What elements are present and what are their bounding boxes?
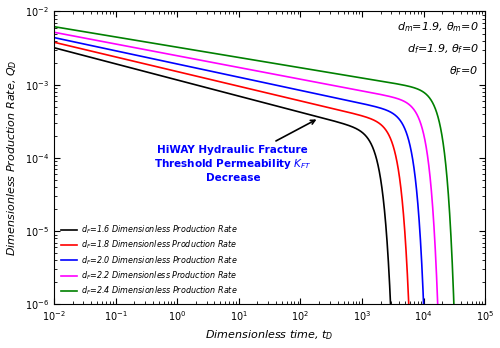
$d_F$=2.4 Dimensionless Production Rate xyxy=(126,37,132,41)
$d_F$=2.4 Dimensionless Production Rate xyxy=(100,33,106,37)
Text: $d_m$=1.9, $\theta_m$=0
$d_f$=1.9, $\theta_f$=0
$\theta_F$=0: $d_m$=1.9, $\theta_m$=0 $d_f$=1.9, $\the… xyxy=(398,20,479,78)
$d_F$=2.2 Dimensionless Production Rate xyxy=(126,45,132,49)
$d_F$=1.6 Dimensionless Production Rate xyxy=(51,46,57,50)
$d_F$=2.2 Dimensionless Production Rate xyxy=(235,65,241,69)
$d_F$=2.2 Dimensionless Production Rate xyxy=(428,178,434,182)
$d_F$=1.6 Dimensionless Production Rate xyxy=(235,94,241,98)
$d_F$=2.4 Dimensionless Production Rate xyxy=(51,25,57,29)
X-axis label: Dimensionless time, $t_D$: Dimensionless time, $t_D$ xyxy=(206,329,334,342)
$d_F$=2.2 Dimensionless Production Rate xyxy=(51,30,57,34)
$d_F$=2.0 Dimensionless Production Rate xyxy=(216,71,222,75)
Line: $d_F$=1.6 Dimensionless Production Rate: $d_F$=1.6 Dimensionless Production Rate xyxy=(54,48,486,348)
$d_F$=2.4 Dimensionless Production Rate xyxy=(216,52,222,56)
$d_F$=1.8 Dimensionless Production Rate xyxy=(126,58,132,62)
$d_F$=2.2 Dimensionless Production Rate xyxy=(100,40,106,44)
$d_F$=1.6 Dimensionless Production Rate xyxy=(100,58,106,63)
Line: $d_F$=2.4 Dimensionless Production Rate: $d_F$=2.4 Dimensionless Production Rate xyxy=(54,27,486,348)
$d_F$=2.2 Dimensionless Production Rate xyxy=(216,62,222,66)
Y-axis label: Dimensionless Production Rate, $Q_D$: Dimensionless Production Rate, $Q_D$ xyxy=(6,60,20,256)
$d_F$=2.0 Dimensionless Production Rate xyxy=(126,52,132,56)
Line: $d_F$=2.2 Dimensionless Production Rate: $d_F$=2.2 Dimensionless Production Rate xyxy=(54,32,486,348)
$d_F$=2.0 Dimensionless Production Rate xyxy=(100,46,106,50)
$d_F$=2.0 Dimensionless Production Rate xyxy=(51,35,57,40)
Line: $d_F$=2.0 Dimensionless Production Rate: $d_F$=2.0 Dimensionless Production Rate xyxy=(54,38,486,348)
$d_F$=1.8 Dimensionless Production Rate xyxy=(100,52,106,56)
$d_F$=1.8 Dimensionless Production Rate xyxy=(216,79,222,84)
$d_F$=1.6 Dimensionless Production Rate xyxy=(216,89,222,93)
Legend: $d_F$=1.6 Dimensionless Production Rate, $d_F$=1.8 Dimensionless Production Rate: $d_F$=1.6 Dimensionless Production Rate,… xyxy=(58,220,241,300)
Text: HiWAY Hydraulic Fracture
Threshold Permeability $K_{FT}$
Decrease: HiWAY Hydraulic Fracture Threshold Perme… xyxy=(154,120,315,183)
$d_F$=1.8 Dimensionless Production Rate xyxy=(51,40,57,44)
Line: $d_F$=1.8 Dimensionless Production Rate: $d_F$=1.8 Dimensionless Production Rate xyxy=(54,42,486,348)
$d_F$=2.0 Dimensionless Production Rate xyxy=(235,75,241,79)
$d_F$=2.4 Dimensionless Production Rate xyxy=(428,97,434,101)
$d_F$=1.6 Dimensionless Production Rate xyxy=(126,65,132,69)
$d_F$=2.4 Dimensionless Production Rate xyxy=(235,55,241,60)
$d_F$=1.8 Dimensionless Production Rate xyxy=(235,84,241,88)
